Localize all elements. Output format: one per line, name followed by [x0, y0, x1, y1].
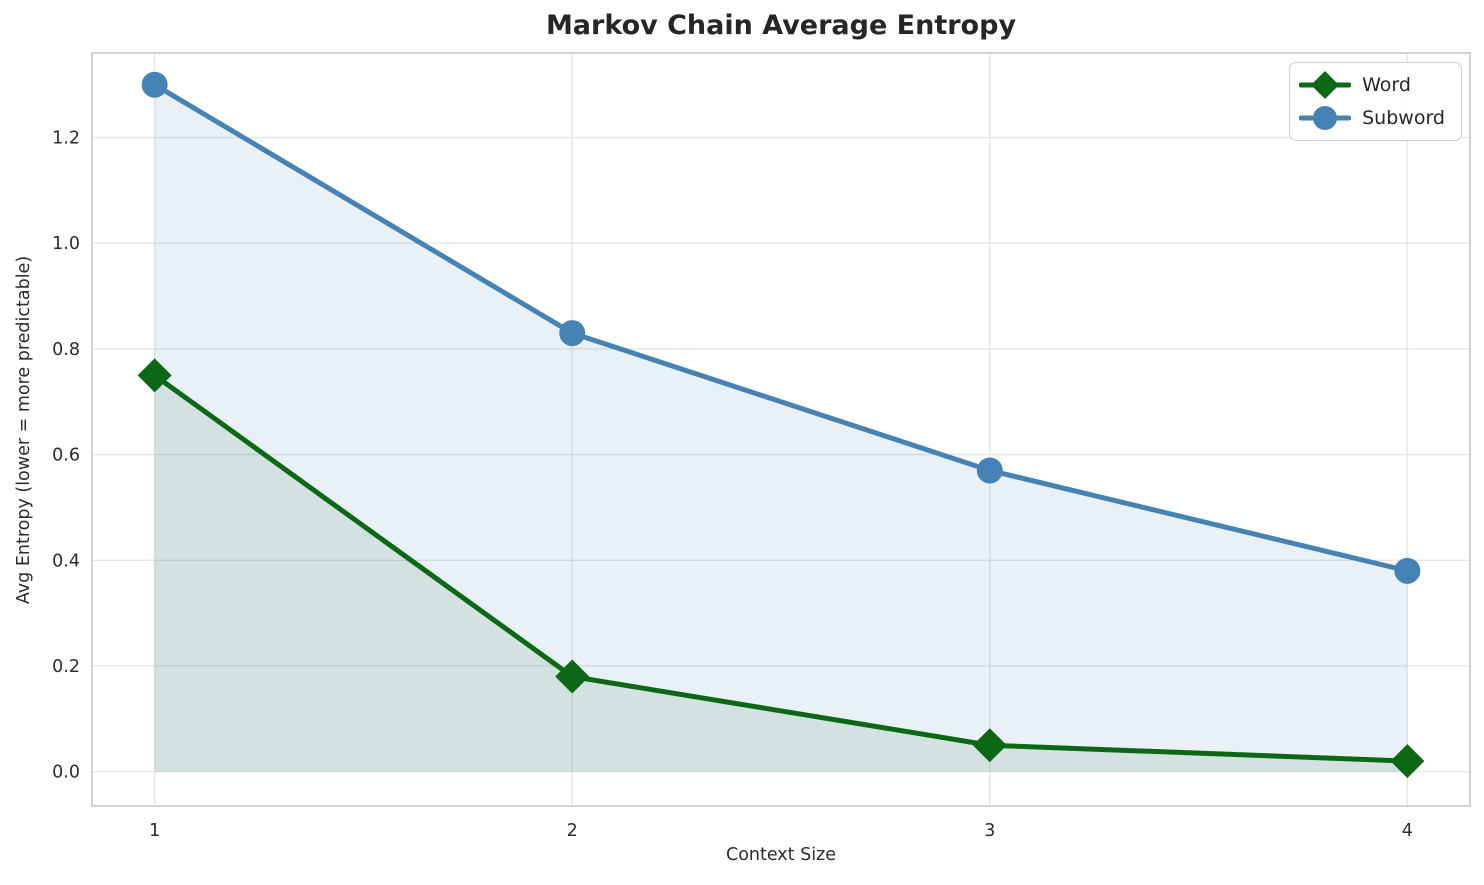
word-swatch-marker	[1311, 71, 1340, 99]
y-tick-label: 0.0	[52, 763, 80, 783]
y-tick-label: 0.4	[52, 551, 80, 571]
y-tick-label: 0.6	[52, 446, 80, 466]
legend-item-subword: Subword	[1299, 103, 1445, 133]
subword-marker	[1394, 557, 1421, 584]
subword-series-swatch	[1299, 106, 1352, 130]
word-marker	[555, 659, 590, 694]
chart-title: Markov Chain Average Entropy	[545, 10, 1017, 41]
subword-series-line	[152, 82, 1410, 574]
legend: Word Subword	[1289, 62, 1462, 141]
y-tick-label: 0.2	[52, 657, 80, 677]
word-marker	[1390, 744, 1425, 779]
subword-marker	[559, 320, 586, 347]
x-axis-label: Context Size	[725, 845, 837, 865]
y-tick-label: 0.8	[52, 340, 80, 360]
subword-swatch-marker	[1313, 106, 1338, 130]
word-area-fill	[154, 375, 1408, 772]
x-tick-label: 3	[984, 821, 995, 841]
word-series-swatch	[1299, 71, 1352, 99]
y-axis-label-container: Avg Entropy (lower = more predictable)	[0, 53, 48, 806]
y-tick-label: 1.0	[52, 234, 80, 254]
x-tick-label: 2	[567, 821, 578, 841]
subword-marker	[976, 457, 1003, 484]
x-tick-label: 4	[1402, 821, 1413, 841]
x-tick-label: 1	[149, 821, 160, 841]
y-tick-label: 1.2	[52, 129, 80, 149]
subword-area-fill	[154, 84, 1408, 772]
word-marker	[137, 358, 172, 393]
word-series-line	[152, 372, 1410, 764]
legend-item-word: Word	[1299, 70, 1445, 100]
word-marker	[972, 728, 1007, 763]
plot-border	[91, 52, 1471, 807]
legend-label-subword: Subword	[1362, 107, 1445, 129]
subword-marker	[141, 71, 168, 98]
legend-label-word: Word	[1362, 74, 1411, 96]
y-axis-label: Avg Entropy (lower = more predictable)	[14, 255, 34, 604]
